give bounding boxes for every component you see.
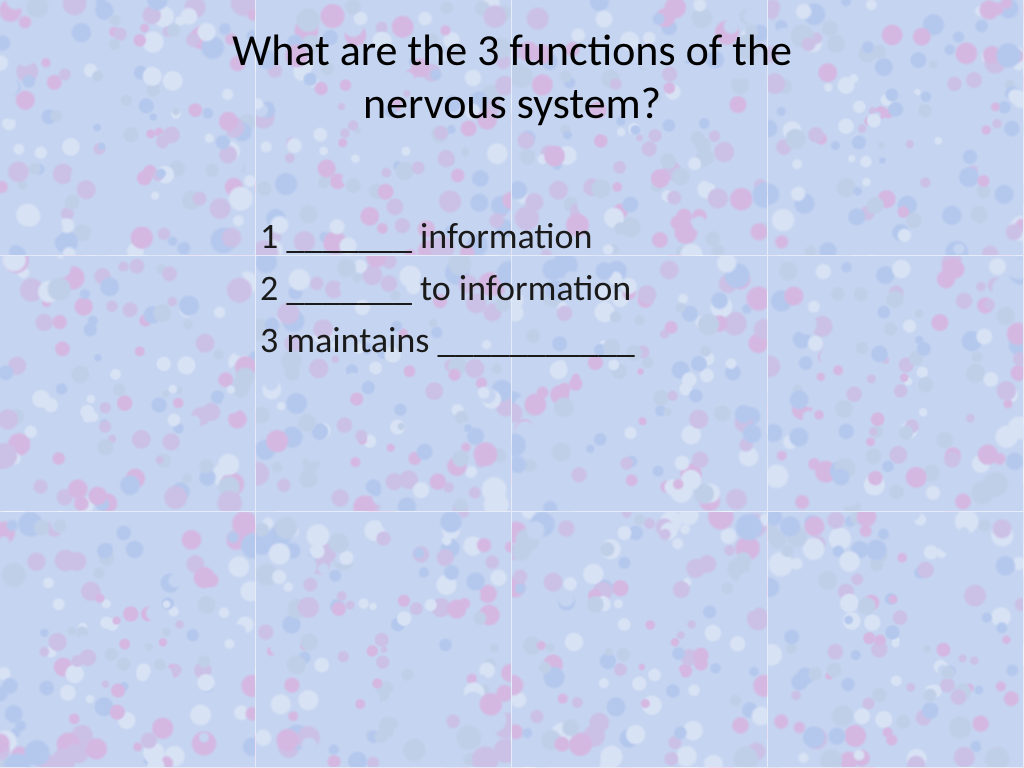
slide-title: What are the 3 functions of the nervous … bbox=[0, 24, 1024, 130]
slide-body: 1 _______ information 2 _______ to infor… bbox=[260, 210, 635, 367]
list-item: 3 maintains ___________ bbox=[260, 314, 635, 366]
list-item: 1 _______ information bbox=[260, 210, 635, 262]
slide-content: What are the 3 functions of the nervous … bbox=[0, 0, 1024, 768]
list-item: 2 _______ to information bbox=[260, 262, 635, 314]
